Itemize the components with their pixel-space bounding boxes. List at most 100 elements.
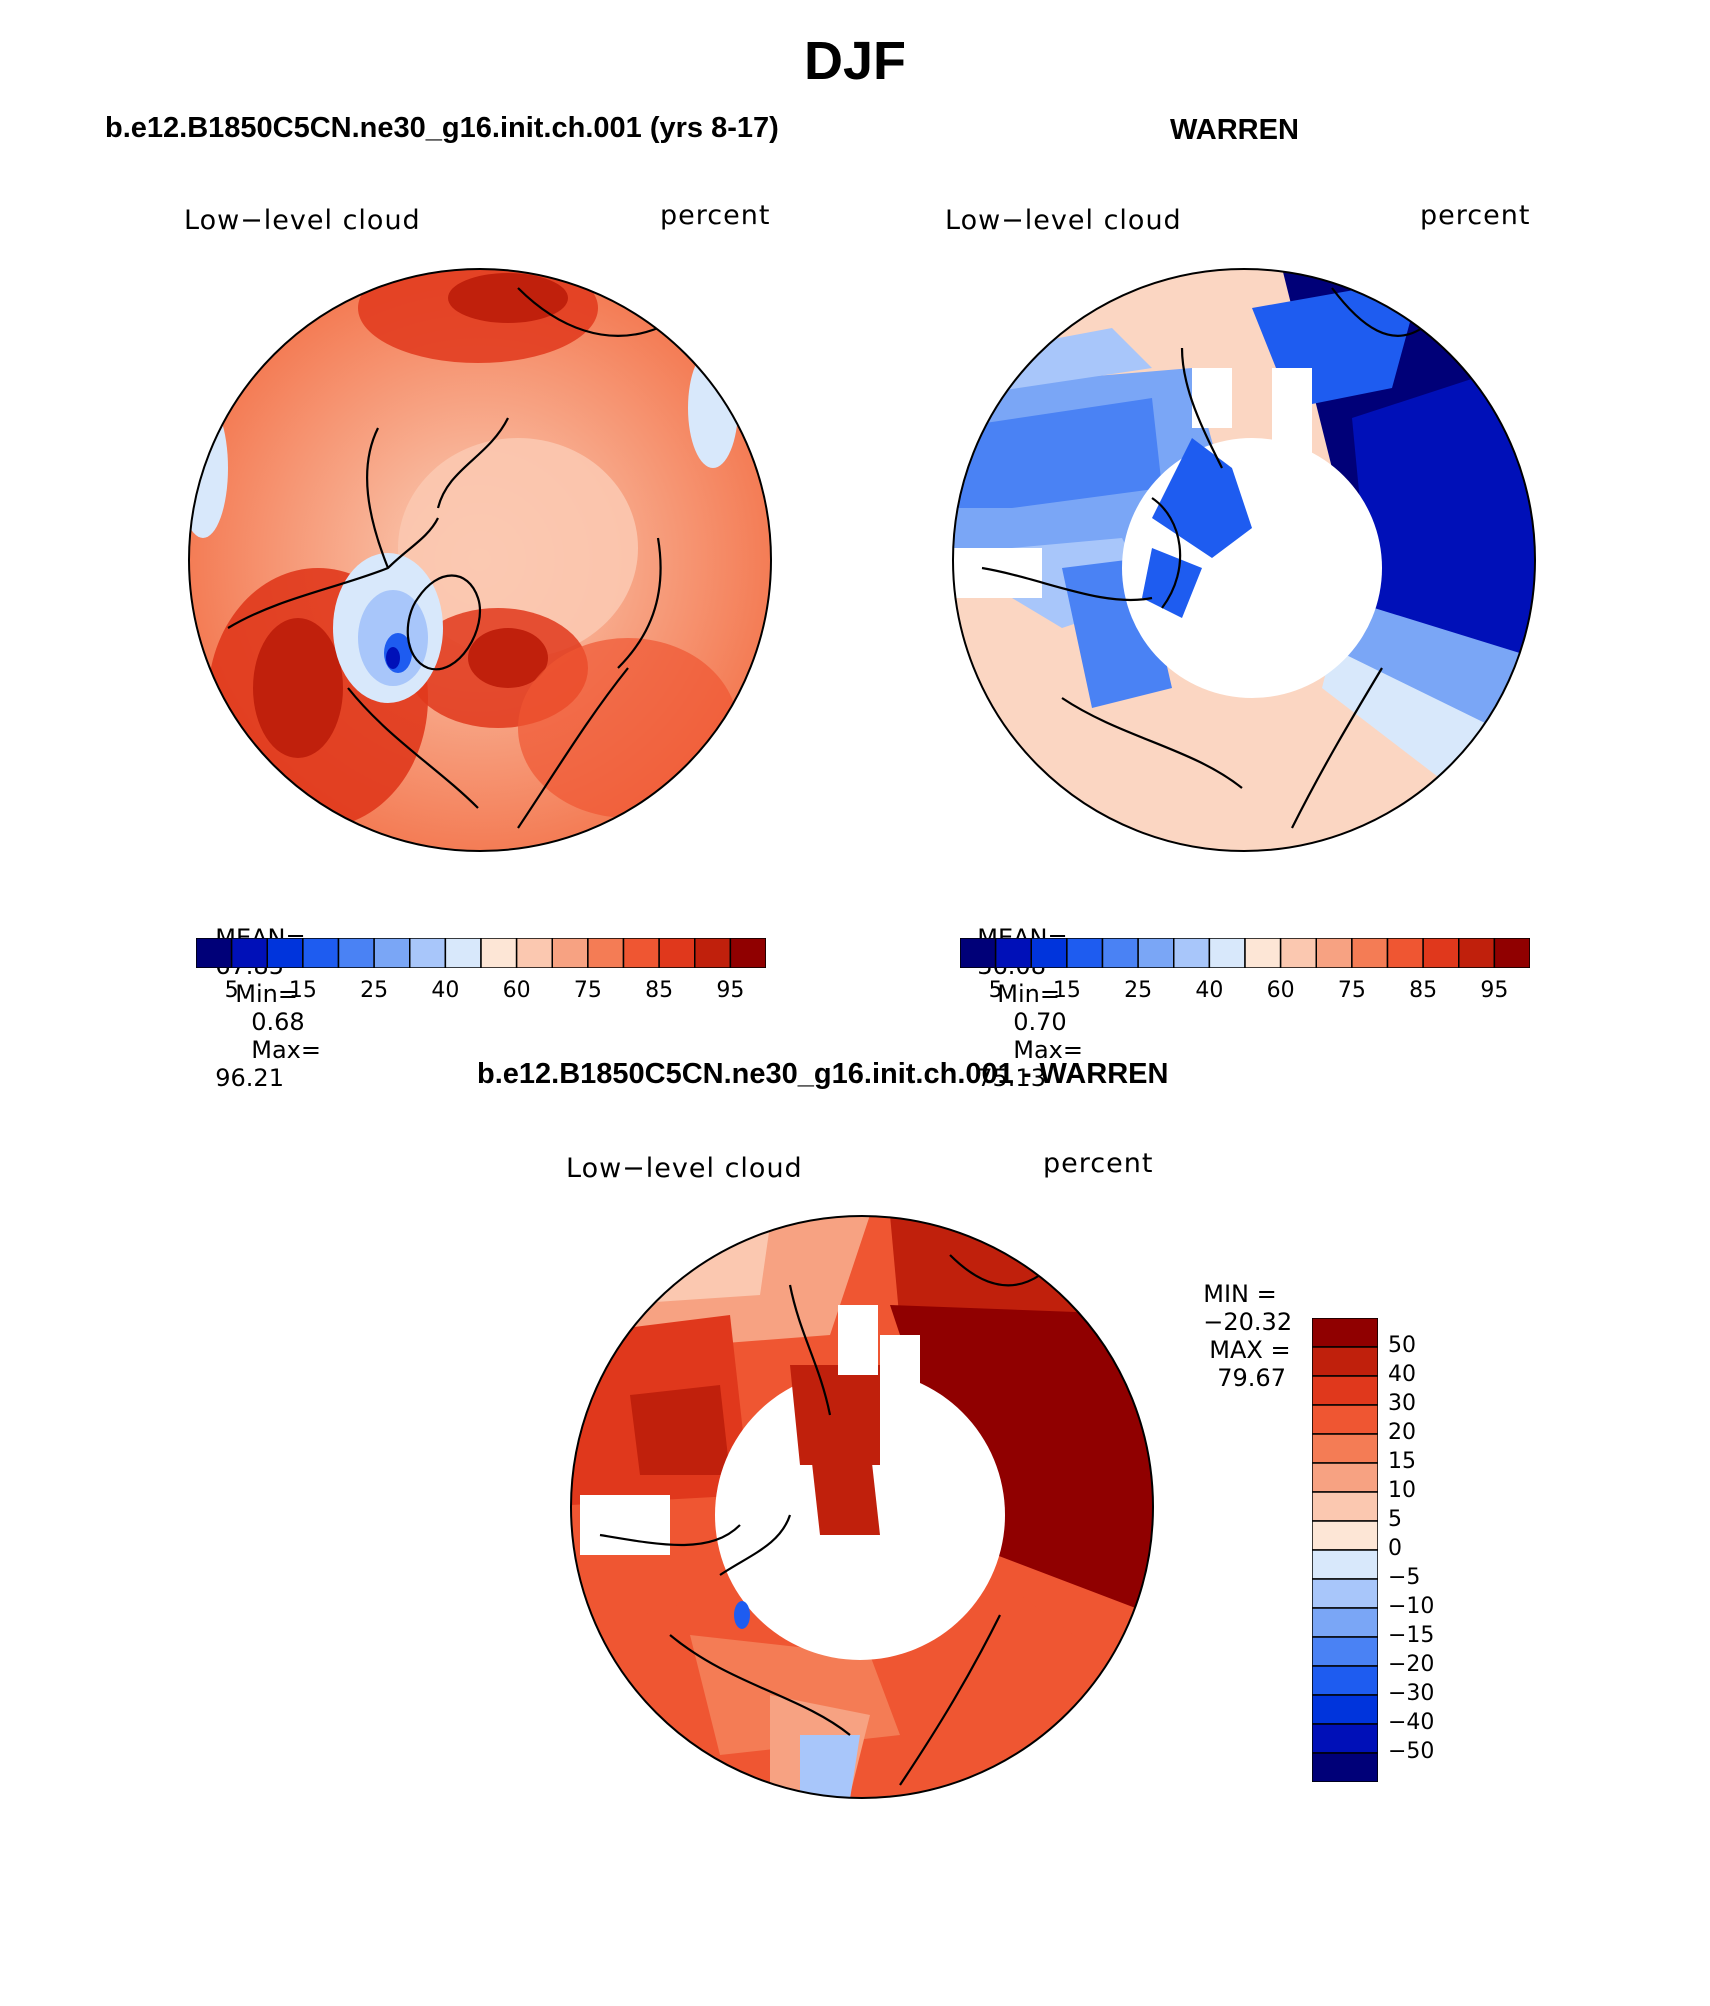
colorbar-swatch [994,938,1032,968]
colorbar-tick-label: −20 [1388,1652,1435,1677]
colorbar-swatch [1312,1404,1378,1435]
colorbar-swatch [1312,1462,1378,1493]
colorbar-swatch [1312,1636,1378,1667]
diff-min-label: MIN = [1203,1280,1277,1308]
colorbar-tick-label: 25 [1124,978,1153,1003]
colorbar-swatch [409,938,447,968]
colorbar-tick-label: 95 [716,978,745,1003]
diff-variable-label: Low−level cloud [566,1153,803,1184]
colorbar-tick-label: 40 [431,978,460,1003]
colorbar-swatch [373,938,411,968]
colorbar-tick-label: −40 [1388,1710,1435,1735]
colorbar-tick-label: −10 [1388,1594,1435,1619]
left-min-label: Min= [235,980,298,1008]
colorbar-tick-label: 40 [1195,978,1224,1003]
colorbar-swatch [1279,938,1317,968]
difference-colorbar-ticks: 50 40 30 20 15 10 5 0 −5 −10 −15 −20 −30 −40 −50 [1388,1318,1468,1782]
colorbar-swatch [1312,1607,1378,1638]
colorbar-tick-label: 5 [1388,1507,1402,1532]
colorbar-swatch [551,938,589,968]
colorbar-swatch [444,938,482,968]
colorbar-swatch [1312,1346,1378,1377]
colorbar-tick-label: 0 [1388,1536,1402,1561]
colorbar-swatch [1312,1752,1378,1782]
left-max-label: Max= [251,1036,321,1064]
colorbar-swatch [1351,938,1389,968]
left-units-label: percent [660,200,771,231]
colorbar-tick-label: −50 [1388,1739,1435,1764]
diff-min-value: −20.32 [1203,1308,1293,1336]
colorbar-tick-label: 5 [988,978,1003,1003]
colorbar-tick-label: 50 [1388,1333,1416,1358]
colorbar-tick-label: 15 [1388,1449,1416,1474]
colorbar-swatch [1312,1549,1378,1580]
colorbar-swatch [729,938,766,968]
colorbar-swatch [1244,938,1282,968]
colorbar-swatch [1312,1433,1378,1464]
colorbar-swatch [1066,938,1104,968]
colorbar-swatch [587,938,625,968]
colorbar-swatch [1312,1694,1378,1725]
difference-title: b.e12.B1850C5CN.ne30_g16.init.ch.001 - W… [477,1058,1169,1090]
colorbar-swatch [658,938,696,968]
right-min-value: 0.70 [1013,1008,1067,1036]
colorbar-swatch [1493,938,1530,968]
left-min-value: 0.68 [251,1008,305,1036]
difference-colorbar [1312,1318,1378,1782]
colorbar-tick-label: 95 [1480,978,1509,1003]
right-panel-title: WARREN [1170,114,1299,146]
colorbar-tick-label: −5 [1388,1565,1421,1590]
right-colorbar [960,938,1530,968]
diff-units-label: percent [1043,1148,1154,1179]
colorbar-tick-label: 60 [1266,978,1295,1003]
figure-title: DJF [803,31,906,91]
colorbar-swatch [960,938,997,968]
right-units-label: percent [1420,200,1531,231]
colorbar-swatch [302,938,340,968]
right-min-label: Min= [997,980,1060,1008]
colorbar-swatch [1312,1723,1378,1754]
colorbar-swatch [1312,1578,1378,1609]
colorbar-swatch [694,938,732,968]
colorbar-swatch [515,938,553,968]
colorbar-swatch [1312,1318,1378,1348]
left-colorbar [196,938,766,968]
colorbar-swatch [1312,1491,1378,1522]
colorbar-swatch [1101,938,1139,968]
right-max-label: Max= [1013,1036,1083,1064]
colorbar-swatch [622,938,660,968]
colorbar-tick-label: 40 [1388,1362,1416,1387]
colorbar-tick-label: 85 [1409,978,1438,1003]
left-polar-map [188,268,772,852]
colorbar-swatch [1312,1665,1378,1696]
colorbar-swatch [1312,1375,1378,1406]
diff-max-label: MAX = [1209,1336,1291,1364]
colorbar-tick-label: 15 [1052,978,1081,1003]
colorbar-tick-label: 20 [1388,1420,1416,1445]
colorbar-swatch [1137,938,1175,968]
difference-polar-map [570,1215,1154,1799]
right-colorbar-ticks: 5 15 25 40 60 75 85 95 [960,978,1530,1008]
colorbar-swatch [480,938,518,968]
right-max-value: 75.13 [977,1064,1046,1092]
colorbar-tick-label: −30 [1388,1681,1435,1706]
colorbar-swatch [1386,938,1424,968]
colorbar-tick-label: 25 [360,978,389,1003]
colorbar-swatch [1208,938,1246,968]
left-panel-title: b.e12.B1850C5CN.ne30_g16.init.ch.001 (yr… [105,112,779,144]
colorbar-tick-label: 85 [645,978,674,1003]
left-max-value: 96.21 [215,1064,284,1092]
colorbar-tick-label: 10 [1388,1478,1416,1503]
colorbar-swatch [337,938,375,968]
right-variable-label: Low−level cloud [945,205,1182,236]
left-variable-label: Low−level cloud [184,205,421,236]
colorbar-tick-label: 5 [224,978,239,1003]
colorbar-swatch [1312,1520,1378,1551]
colorbar-tick-label: 60 [502,978,531,1003]
colorbar-tick-label: 30 [1388,1391,1416,1416]
colorbar-tick-label: 75 [573,978,602,1003]
colorbar-swatch [1315,938,1353,968]
colorbar-tick-label: −15 [1388,1623,1435,1648]
left-colorbar-ticks: 5 15 25 40 60 75 85 95 [196,978,766,1008]
right-polar-map [952,268,1536,852]
